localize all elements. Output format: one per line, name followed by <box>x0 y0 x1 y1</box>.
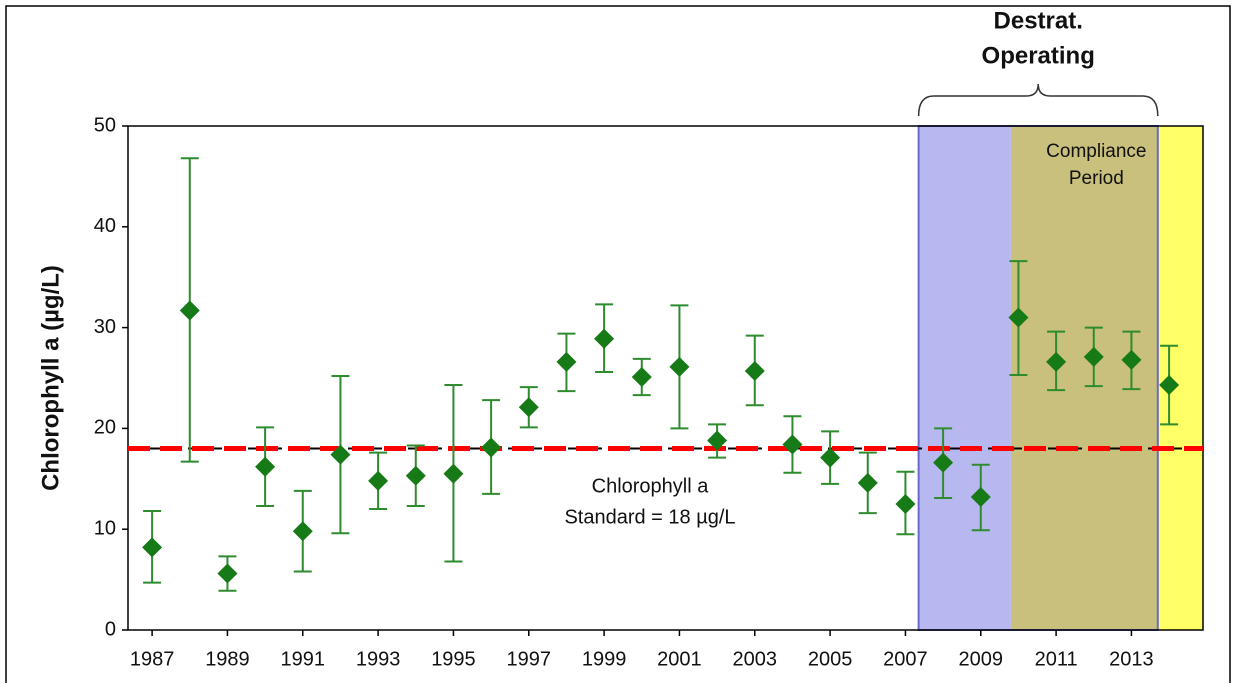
x-tick-label: 2005 <box>808 648 853 670</box>
bracket <box>917 83 1159 117</box>
marker <box>556 351 577 372</box>
frame <box>5 5 1231 683</box>
x-tick-label: 2003 <box>733 648 778 670</box>
marker <box>1159 375 1180 396</box>
marker <box>481 437 502 458</box>
marker <box>292 521 313 542</box>
x-tick-label: 2011 <box>1035 648 1078 670</box>
marker <box>669 356 690 377</box>
y-tick-label: 30 <box>94 316 116 338</box>
y-axis-label: Chlorophyll a (µg/L) <box>37 265 64 491</box>
shaded-region <box>918 126 1011 630</box>
marker <box>1046 351 1067 372</box>
marker <box>782 434 803 455</box>
y-tick-label: 40 <box>94 215 116 237</box>
x-tick-label: 1989 <box>205 648 250 670</box>
marker <box>255 456 276 477</box>
y-tick-label: 20 <box>94 417 116 439</box>
marker <box>217 563 238 584</box>
marker <box>368 470 389 491</box>
reference-label: Standard = 18 µg/L <box>564 506 735 528</box>
x-tick-label: 1997 <box>507 648 552 670</box>
marker <box>857 472 878 493</box>
y-tick-label: 10 <box>94 517 116 539</box>
x-tick-label: 2013 <box>1109 648 1154 670</box>
marker <box>330 444 351 465</box>
x-tick-label: 2009 <box>959 648 1004 670</box>
marker <box>1121 349 1142 370</box>
marker <box>1008 307 1029 328</box>
x-tick-label: 2001 <box>657 648 702 670</box>
marker <box>933 452 954 473</box>
marker <box>820 447 841 468</box>
marker <box>970 486 991 507</box>
y-tick-label: 0 <box>105 618 116 640</box>
marker <box>1083 346 1104 367</box>
bracket-label: Operating <box>982 42 1095 69</box>
x-tick-label: 1999 <box>582 648 627 670</box>
marker <box>895 494 916 514</box>
region-label: Compliance <box>1046 141 1146 162</box>
marker <box>594 328 615 349</box>
region-label: Period <box>1069 168 1124 189</box>
marker <box>631 366 652 387</box>
x-tick-label: 2007 <box>883 648 928 670</box>
plot-frame <box>127 125 1204 631</box>
marker <box>707 430 728 451</box>
x-tick-label: 1995 <box>431 648 476 670</box>
shaded-region <box>1157 126 1203 630</box>
x-tick-label: 1991 <box>281 648 326 670</box>
y-tick-label: 50 <box>94 114 116 136</box>
marker <box>518 397 539 418</box>
marker <box>443 463 464 484</box>
x-tick-label: 1987 <box>130 648 175 670</box>
marker <box>744 360 765 381</box>
marker <box>179 300 200 321</box>
bracket-label: Destrat. <box>994 7 1083 34</box>
shaded-region <box>1010 126 1158 630</box>
marker <box>405 465 426 486</box>
marker <box>142 537 163 558</box>
x-tick-label: 1993 <box>356 648 401 670</box>
reference-label: Chlorophyll a <box>592 475 710 497</box>
